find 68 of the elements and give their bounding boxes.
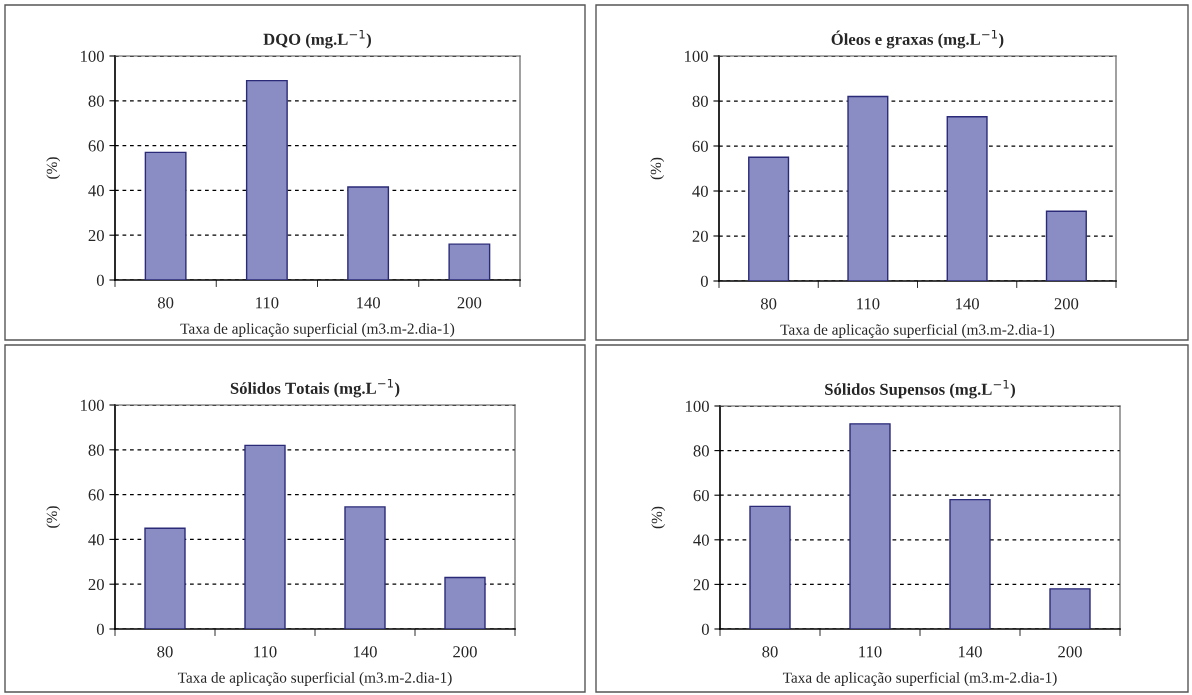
chart-title: Sólidos Totais (mg.L$^{−1}$) [230, 378, 400, 398]
chart-title: DQO (mg.L$^{−1}$) [263, 29, 371, 49]
y-axis-title: (%) [46, 506, 61, 528]
bar [245, 79, 288, 280]
y-tick-label: 0 [96, 623, 104, 635]
y-tick-label: 60 [692, 140, 708, 152]
bar [946, 116, 988, 281]
y-tick-label: 80 [88, 444, 104, 456]
chart-title: Sólidos Supensos (mg.L$^{−1}$) [825, 379, 1015, 399]
x-tick-label: 140 [958, 646, 982, 658]
x-tick-label: 200 [1058, 646, 1082, 658]
x-tick-label: 80 [762, 646, 778, 658]
y-tick-label: 20 [88, 229, 104, 242]
y-axis-title: (%) [46, 157, 61, 179]
y-tick-label: 40 [88, 185, 104, 197]
y-tick-label: 60 [88, 140, 104, 152]
bar [144, 151, 187, 280]
y-axis-title: (%) [651, 506, 666, 529]
x-tick-label: 200 [457, 297, 482, 309]
x-tick-label: 110 [857, 298, 880, 310]
bar [144, 527, 186, 629]
x-tick-label: 80 [760, 298, 777, 310]
x-axis-title: Taxa de aplicação superficial (m3.m-2.dia-1) [782, 671, 1057, 686]
y-tick-label: 0 [700, 275, 708, 287]
y-tick-label: 100 [686, 400, 709, 412]
y-tick-label: 0 [96, 274, 104, 286]
bar [1045, 210, 1087, 281]
bar [849, 423, 891, 629]
x-axis-title: Taxa de aplicação superficial (m3.m-2.dia-1) [177, 671, 452, 686]
y-tick-label: 20 [692, 230, 708, 242]
chart-title: Óleos e graxas (mg.L$^{−1}$) [831, 29, 1004, 49]
y-tick-label: 100 [81, 399, 104, 411]
y-tick-label: 80 [692, 95, 708, 107]
bar [344, 506, 386, 629]
x-axis-title: Taxa de aplicação superficial (m3.m-2.dia-1) [780, 323, 1055, 338]
y-tick-label: 60 [88, 489, 104, 501]
x-tick-label: 200 [453, 646, 477, 658]
bar [244, 444, 286, 629]
x-tick-label: 80 [157, 297, 174, 309]
bar [347, 186, 390, 280]
bar [444, 576, 486, 629]
x-tick-label: 110 [254, 646, 277, 658]
x-tick-label: 80 [157, 646, 173, 658]
y-tick-label: 0 [701, 623, 709, 635]
bar [847, 95, 889, 281]
bar [1049, 588, 1091, 629]
y-tick-label: 100 [81, 50, 104, 62]
y-tick-label: 20 [88, 578, 104, 591]
y-tick-label: 60 [693, 489, 709, 502]
bar [448, 243, 491, 280]
y-tick-label: 80 [88, 95, 104, 107]
y-tick-label: 20 [693, 579, 709, 591]
x-tick-label: 140 [357, 297, 380, 309]
x-tick-label: 110 [256, 297, 279, 309]
bar [749, 505, 791, 629]
x-tick-label: 140 [956, 298, 979, 310]
x-tick-label: 140 [353, 646, 377, 658]
y-tick-label: 40 [88, 534, 104, 546]
bar [949, 498, 991, 629]
y-tick-label: 40 [692, 185, 708, 197]
x-tick-label: 110 [859, 646, 882, 658]
y-tick-label: 100 [685, 50, 708, 62]
bar [748, 156, 790, 281]
y-tick-label: 80 [693, 445, 709, 457]
x-axis-title: Taxa de aplicação superficial (m3.m-2.dia-1) [180, 322, 455, 337]
y-tick-label: 40 [693, 534, 709, 546]
y-axis-title: (%) [650, 157, 665, 180]
x-tick-label: 200 [1054, 298, 1079, 310]
